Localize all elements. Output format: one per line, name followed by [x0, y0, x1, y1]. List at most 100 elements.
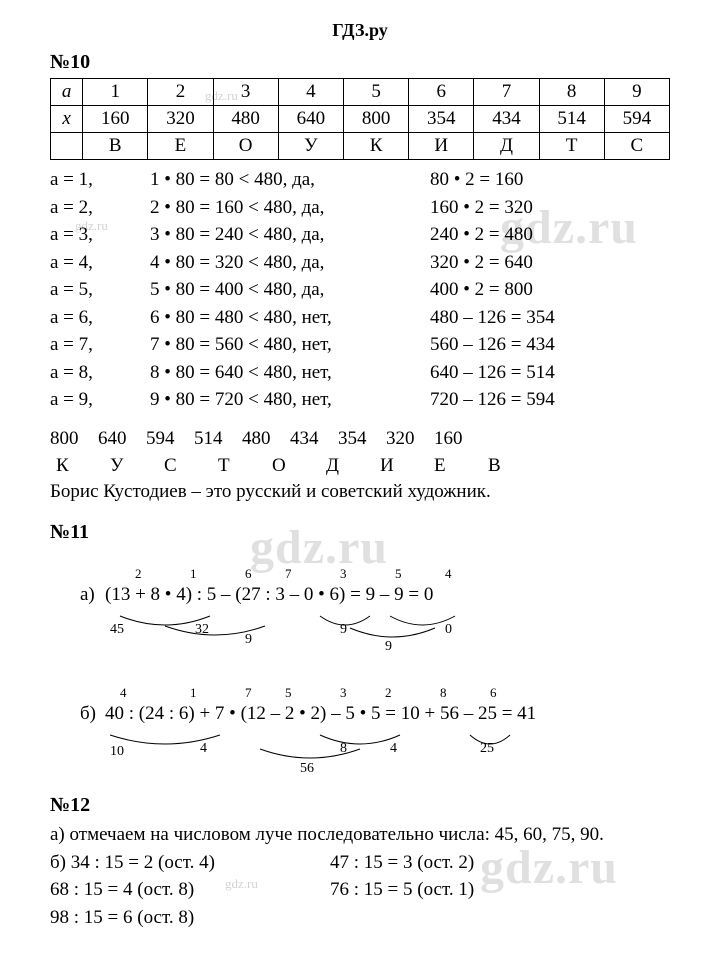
table-row-letters: В Е О У К И Д Т С	[51, 133, 670, 160]
cell: 7	[474, 79, 539, 106]
calc-row: a = 6,6 • 80 = 480 < 480, нет,480 – 126 …	[50, 304, 670, 332]
calc-row: a = 3,3 • 80 = 240 < 480, да,240 • 2 = 4…	[50, 221, 670, 249]
calc-c: 560 – 126 = 434	[430, 331, 670, 359]
svg-text:2: 2	[385, 685, 392, 700]
svg-text:3: 3	[340, 566, 347, 581]
seq-let: У	[104, 453, 158, 480]
row-a-label: a	[51, 79, 83, 106]
cell: 800	[343, 106, 408, 133]
svg-text:7: 7	[245, 685, 252, 700]
cell: 2	[148, 79, 213, 106]
cell: 640	[278, 106, 343, 133]
svg-text:6: 6	[245, 566, 252, 581]
calc-a: a = 1,	[50, 166, 150, 194]
cell: 594	[604, 106, 669, 133]
task12-left: 98 : 15 = 6 (ост. 8)	[50, 904, 330, 932]
cell: 354	[409, 106, 474, 133]
cell: У	[278, 133, 343, 160]
cell: 514	[539, 106, 604, 133]
calc-row: a = 7,7 • 80 = 560 < 480, нет,560 – 126 …	[50, 331, 670, 359]
calc-a: a = 5,	[50, 276, 150, 304]
task12-left: б) 34 : 15 = 2 (ост. 4)	[50, 849, 330, 877]
calc-row: a = 4,4 • 80 = 320 < 480, да,320 • 2 = 6…	[50, 249, 670, 277]
calc-a: a = 3,	[50, 221, 150, 249]
task11-number: №11	[50, 521, 670, 544]
cell: 480	[213, 106, 278, 133]
seq-let: Т	[212, 453, 266, 480]
svg-text:9: 9	[245, 632, 252, 647]
task11a-diagram: а)(13 + 8 • 4) : 5 – (27 : 3 – 0 • 6) = …	[50, 558, 670, 658]
table-row-x: x 160 320 480 640 800 354 434 514 594	[51, 106, 670, 133]
calc-a: a = 2,	[50, 194, 150, 222]
calc-row: a = 9,9 • 80 = 720 < 480, нет,720 – 126 …	[50, 386, 670, 414]
cell: О	[213, 133, 278, 160]
cell: В	[83, 133, 148, 160]
cell: И	[409, 133, 474, 160]
calc-a: a = 4,	[50, 249, 150, 277]
task10-number: №10	[50, 51, 670, 74]
seq-num: 434	[290, 426, 338, 453]
svg-text:1: 1	[190, 566, 197, 581]
cell: Д	[474, 133, 539, 160]
svg-text:9: 9	[385, 639, 392, 654]
calc-c: 720 – 126 = 594	[430, 386, 670, 414]
seq-num: 640	[98, 426, 146, 453]
task10-calcs: a = 1,1 • 80 = 80 < 480, да,80 • 2 = 160…	[50, 166, 670, 414]
calc-b: 8 • 80 = 640 < 480, нет,	[150, 359, 430, 387]
calc-c: 80 • 2 = 160	[430, 166, 670, 194]
calc-row: a = 8,8 • 80 = 640 < 480, нет,640 – 126 …	[50, 359, 670, 387]
seq-num: 594	[146, 426, 194, 453]
task12-right: 76 : 15 = 5 (ост. 1)	[330, 876, 474, 904]
cell: С	[604, 133, 669, 160]
svg-text:5: 5	[395, 566, 402, 581]
calc-a: a = 7,	[50, 331, 150, 359]
svg-text:4: 4	[120, 685, 127, 700]
seq-let: В	[482, 453, 536, 480]
svg-text:40 : (24 : 6) + 7 • (12 – 2 •: 40 : (24 : 6) + 7 • (12 – 2 • 2) – 5 • 5…	[105, 703, 536, 724]
svg-text:10: 10	[110, 744, 124, 759]
task12-right: 47 : 15 = 3 (ост. 2)	[330, 849, 474, 877]
cell: 9	[604, 79, 669, 106]
cell: К	[343, 133, 408, 160]
seq-let: И	[374, 453, 428, 480]
svg-text:б): б)	[80, 703, 96, 724]
svg-text:1: 1	[190, 685, 197, 700]
svg-text:45: 45	[110, 622, 124, 637]
calc-c: 160 • 2 = 320	[430, 194, 670, 222]
svg-text:4: 4	[200, 741, 207, 756]
svg-text:4: 4	[445, 566, 452, 581]
svg-text:25: 25	[480, 741, 494, 756]
page: ГДЗ.ру gdz.ru gdz.ru gdz.ru gdz.ru gdz.r…	[0, 0, 720, 961]
task10-description: Борис Кустодиев – это русский и советски…	[50, 481, 670, 503]
task12-left: 68 : 15 = 4 (ост. 8)	[50, 876, 330, 904]
svg-text:0: 0	[445, 622, 452, 637]
task12-body: а) отмечаем на числовом луче последовате…	[50, 821, 670, 931]
calc-b: 9 • 80 = 720 < 480, нет,	[150, 386, 430, 414]
svg-text:5: 5	[285, 685, 292, 700]
svg-text:9: 9	[340, 622, 347, 637]
calc-b: 5 • 80 = 400 < 480, да,	[150, 276, 430, 304]
task10-table: a 1 2 3 4 5 6 7 8 9 x 160 320 480 640 80…	[50, 78, 670, 160]
calc-c: 480 – 126 = 354	[430, 304, 670, 332]
calc-b: 7 • 80 = 560 < 480, нет,	[150, 331, 430, 359]
cell: 3	[213, 79, 278, 106]
task11b-diagram: б) 40 : (24 : 6) + 7 • (12 – 2 • 2) – 5 •…	[50, 677, 670, 777]
seq-let: Д	[320, 453, 374, 480]
calc-c: 640 – 126 = 514	[430, 359, 670, 387]
calc-row: a = 1,1 • 80 = 80 < 480, да,80 • 2 = 160	[50, 166, 670, 194]
svg-text:(13 + 8 • 4) : 5 – (27 : 3 – 0: (13 + 8 • 4) : 5 – (27 : 3 – 0 • 6) = 9 …	[105, 584, 433, 605]
calc-c: 400 • 2 = 800	[430, 276, 670, 304]
cell: 320	[148, 106, 213, 133]
calc-b: 6 • 80 = 480 < 480, нет,	[150, 304, 430, 332]
row-x-label: x	[51, 106, 83, 133]
sequence-letters: КУСТОДИЕВ	[50, 453, 670, 480]
calc-row: a = 5,5 • 80 = 400 < 480, да,400 • 2 = 8…	[50, 276, 670, 304]
cell: 1	[83, 79, 148, 106]
svg-text:3: 3	[340, 685, 347, 700]
table-row-a: a 1 2 3 4 5 6 7 8 9	[51, 79, 670, 106]
site-header: ГДЗ.ру	[50, 20, 670, 41]
seq-let: К	[50, 453, 104, 480]
calc-a: a = 8,	[50, 359, 150, 387]
cell: Т	[539, 133, 604, 160]
svg-text:7: 7	[285, 566, 292, 581]
